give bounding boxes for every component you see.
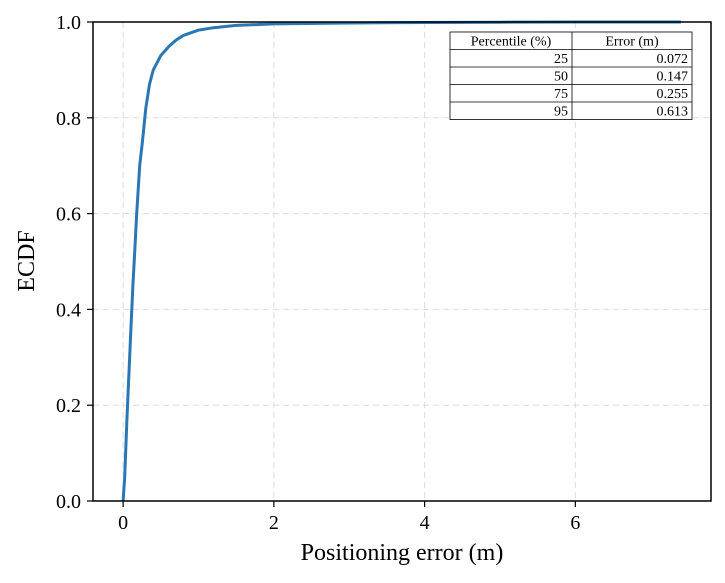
percentile-table: Percentile (%) Error (m) 25 0.072 50 0.147 75 0… bbox=[449, 31, 693, 120]
y-tick-label: 0.2 bbox=[56, 395, 81, 417]
table-cell-error: 0.255 bbox=[657, 87, 689, 102]
table-border bbox=[449, 31, 693, 120]
table-cell-error: 0.613 bbox=[657, 105, 689, 120]
x-axis-label: Positioning error (m) bbox=[301, 540, 504, 566]
y-tick-label: 0.6 bbox=[56, 204, 81, 226]
table-header-cell: Percentile (%) bbox=[471, 35, 552, 50]
table-header-cell: Error (m) bbox=[605, 35, 659, 50]
table-cell-percentile: 25 bbox=[554, 52, 568, 67]
x-tick-label: 4 bbox=[420, 512, 430, 534]
table-cell-error: 0.072 bbox=[657, 52, 689, 67]
y-axis-ticks: 0.0 0.2 0.4 0.6 0.8 1.0 bbox=[56, 12, 93, 513]
table-cell-percentile: 50 bbox=[554, 70, 568, 85]
table-cell-percentile: 95 bbox=[554, 105, 568, 120]
y-tick-label: 0.8 bbox=[56, 108, 81, 130]
x-tick-label: 0 bbox=[118, 512, 128, 534]
x-axis-ticks: 0 2 4 6 bbox=[118, 501, 580, 534]
y-tick-label: 0.4 bbox=[56, 299, 81, 321]
table-cell-error: 0.147 bbox=[657, 70, 689, 85]
ecdf-series-line bbox=[121, 20, 681, 502]
y-tick-label: 0.0 bbox=[56, 491, 81, 513]
y-tick-label: 1.0 bbox=[56, 12, 81, 34]
y-axis-label: ECDF bbox=[14, 230, 40, 291]
x-tick-label: 2 bbox=[269, 512, 279, 534]
table-cell-percentile: 75 bbox=[554, 87, 568, 102]
x-tick-label: 6 bbox=[570, 512, 580, 534]
plot-frame bbox=[92, 21, 712, 502]
